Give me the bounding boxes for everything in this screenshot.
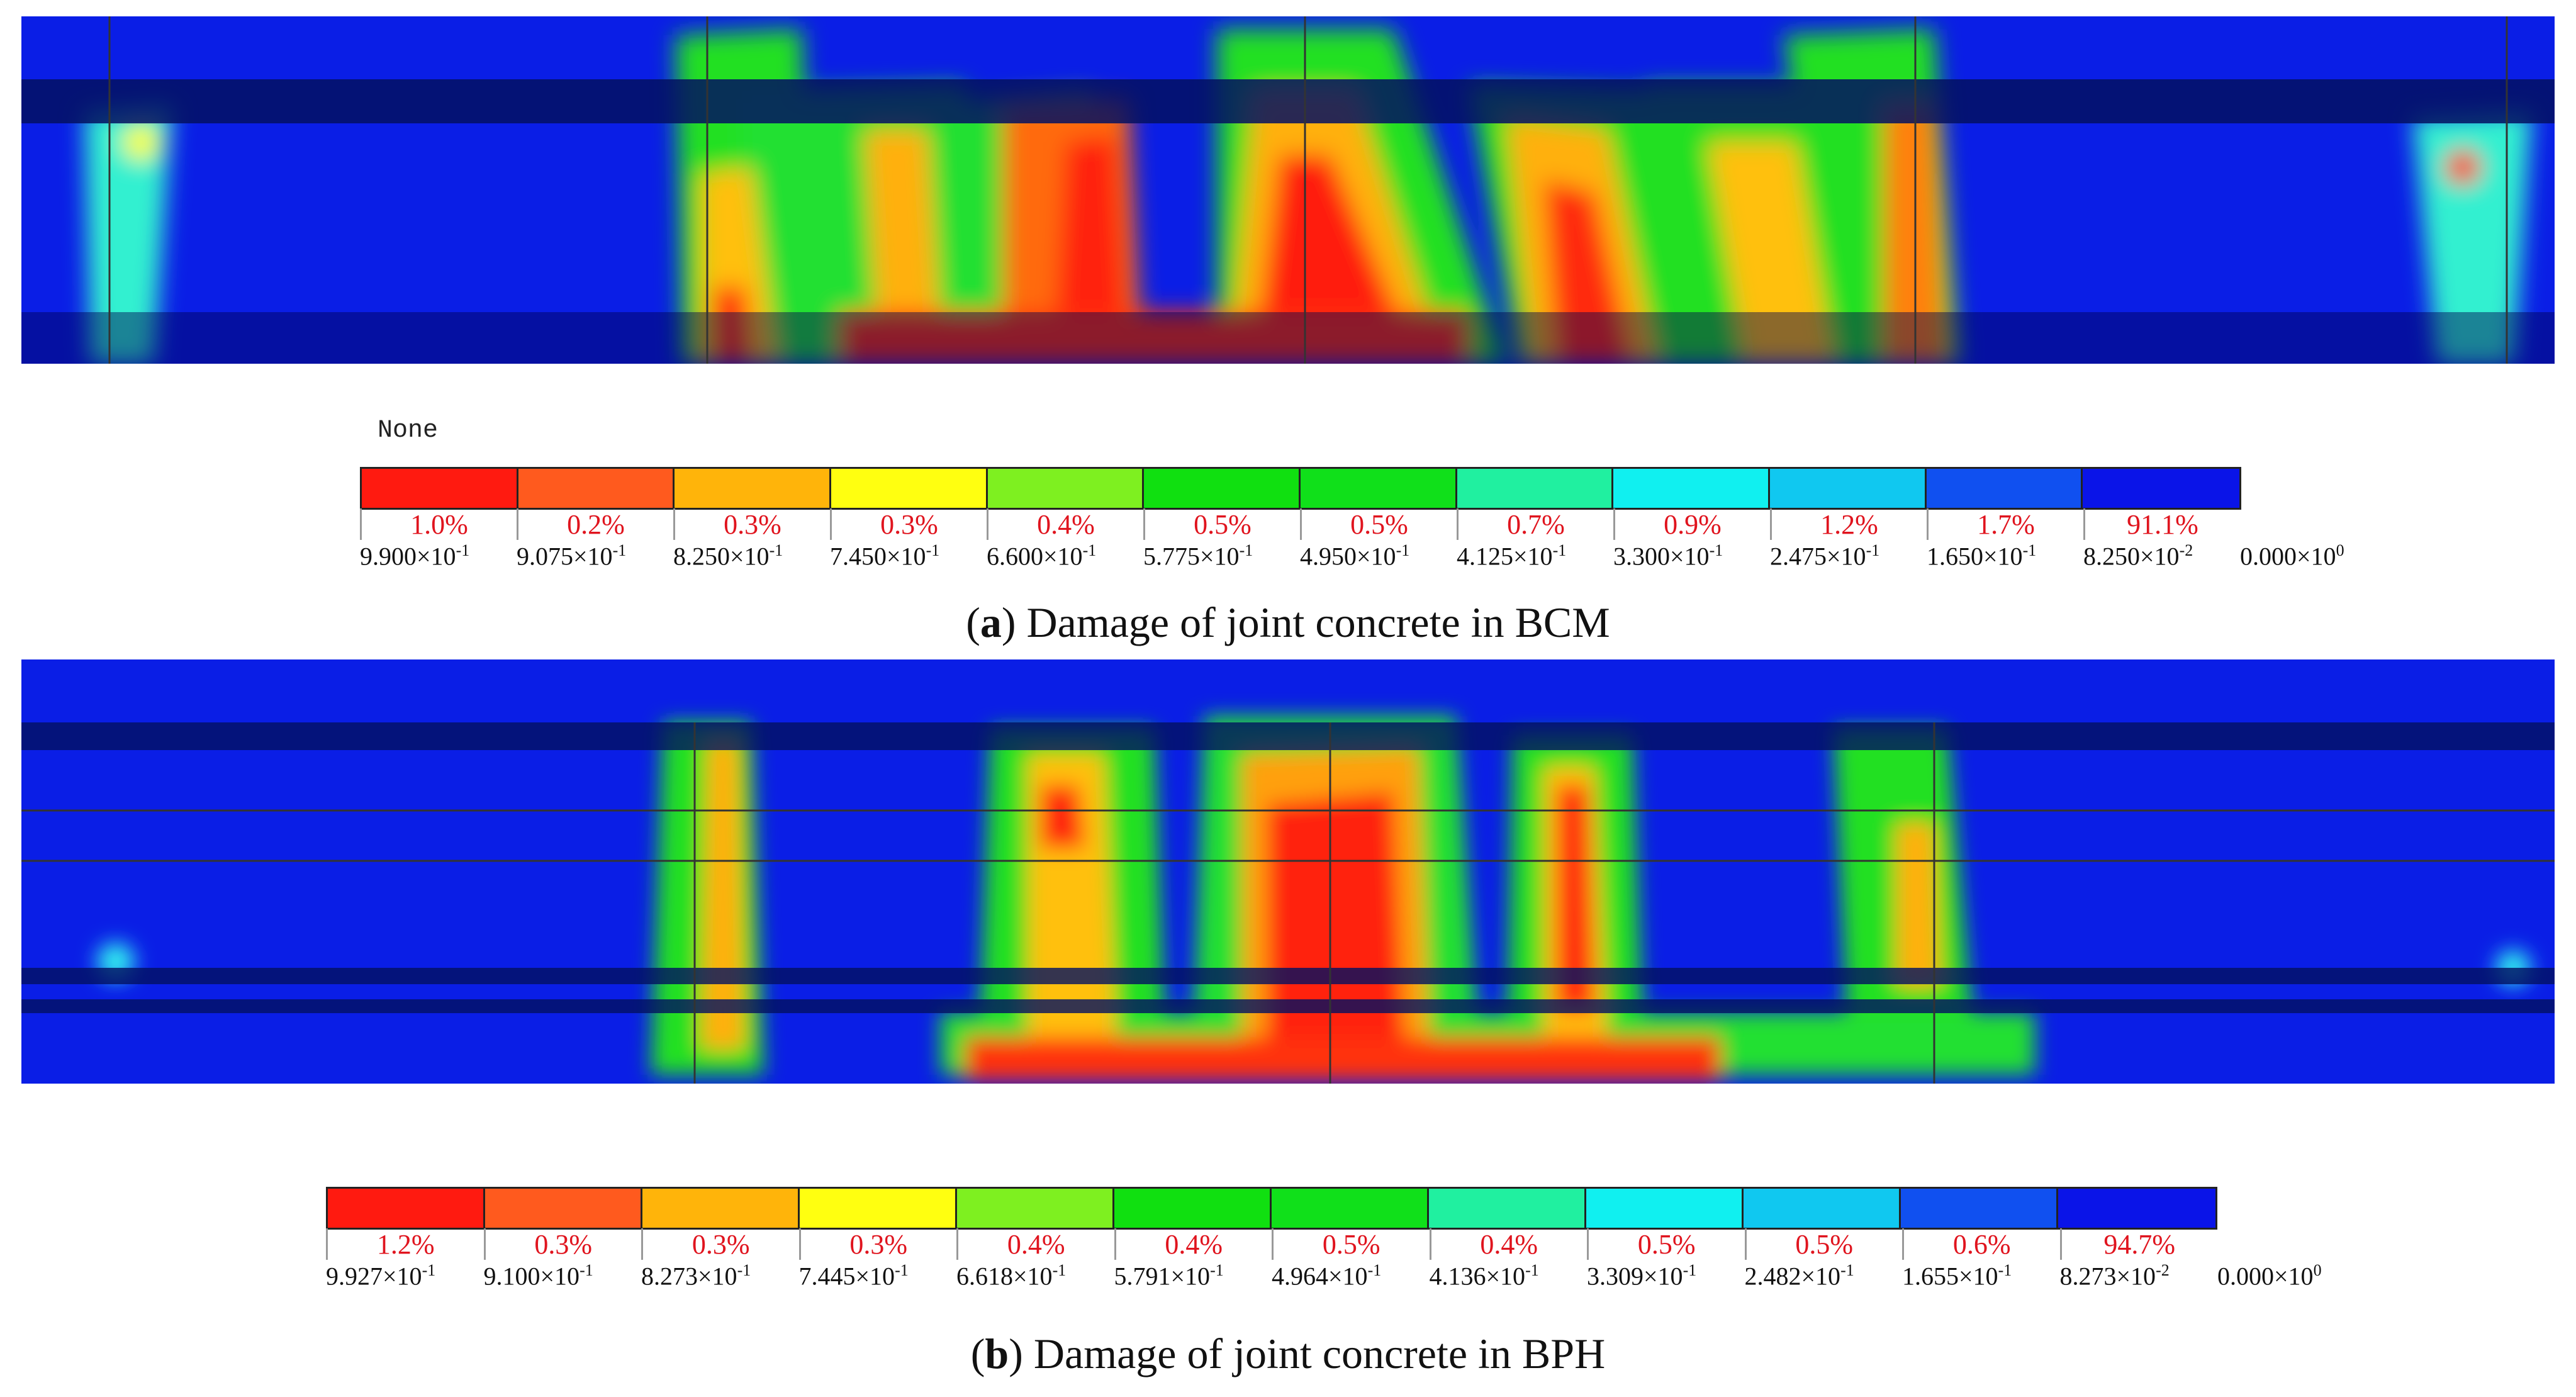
legend-values-bcm: 9.900×10-1 9.075×10-1 8.250×10-1 7.450×10-1… — [360, 541, 2550, 573]
legend-percent: 0.3% — [830, 508, 987, 540]
legend-value: 0.000×100 — [2240, 541, 2344, 571]
contour-plot-bph — [21, 659, 2555, 1084]
legend-value: 3.309×10-1 — [1587, 1261, 1697, 1291]
legend-values-bph: 9.927×10-1 9.100×10-1 8.273×10-1 7.445×10-1… — [326, 1261, 2566, 1293]
legend-swatch — [1429, 1189, 1586, 1228]
legend-swatch — [1613, 469, 1771, 508]
legend-value: 9.075×10-1 — [517, 541, 627, 571]
legend-swatch — [1770, 469, 1927, 508]
legend-swatch — [1272, 1189, 1429, 1228]
legend-value: 7.445×10-1 — [798, 1261, 909, 1291]
legend-percent: 0.3% — [673, 508, 830, 540]
legend-value: 6.600×10-1 — [987, 541, 1097, 571]
legend-value: 8.250×10-2 — [2083, 541, 2193, 571]
legend-percents-bph: 1.2% 0.3% 0.3% 0.3% 0.4% 0.4% 0.5% 0.4% 0.5% 0.5%… — [326, 1228, 2217, 1260]
none-label: None — [378, 417, 439, 445]
legend-swatch — [1457, 469, 1614, 508]
legend-percent: 0.2% — [517, 508, 673, 540]
legend-percent: 0.4% — [956, 1228, 1114, 1260]
legend-value: 8.250×10-1 — [673, 541, 783, 571]
legend-percent: 0.3% — [641, 1228, 799, 1260]
legend-percent: 1.7% — [1927, 508, 2083, 540]
legend-value: 9.100×10-1 — [483, 1261, 593, 1291]
legend-swatch — [2083, 469, 2240, 508]
legend-value: 8.273×10-2 — [2059, 1261, 2170, 1291]
legend-percent: 0.4% — [1429, 1228, 1588, 1260]
legend-value: 0.000×100 — [2217, 1261, 2322, 1291]
legend-swatch — [1744, 1189, 1901, 1228]
legend-swatch — [1144, 469, 1301, 508]
legend-swatches-bcm — [360, 467, 2241, 510]
legend-swatch — [831, 469, 988, 508]
legend-swatch — [1586, 1189, 1744, 1228]
legend-value: 4.125×10-1 — [1457, 541, 1567, 571]
legend-value: 3.300×10-1 — [1613, 541, 1723, 571]
legend-swatch — [675, 469, 832, 508]
legend-value: 2.475×10-1 — [1770, 541, 1880, 571]
legend-value: 4.964×10-1 — [1272, 1261, 1382, 1291]
contour-bph-svg — [21, 659, 2555, 1084]
legend-percent: 0.9% — [1613, 508, 1770, 540]
legend-swatch — [1114, 1189, 1272, 1228]
legend-value: 9.900×10-1 — [360, 541, 470, 571]
legend-value: 9.927×10-1 — [326, 1261, 436, 1291]
legend-value: 6.618×10-1 — [956, 1261, 1067, 1291]
legend-percent: 0.5% — [1300, 508, 1457, 540]
legend-percent: 1.0% — [360, 508, 517, 540]
legend-percent: 0.3% — [798, 1228, 957, 1260]
legend-percent: 0.5% — [1744, 1228, 1903, 1260]
contour-bcm-svg — [21, 16, 2555, 364]
legend-bcm: 1.0% 0.2% 0.3% 0.3% 0.4% 0.5% 0.5% 0.7% 0.9% 1.2%… — [360, 467, 2550, 570]
legend-swatch — [987, 469, 1145, 508]
legend-swatch — [800, 1189, 957, 1228]
legend-swatches-bph — [326, 1187, 2217, 1230]
legend-value: 4.136×10-1 — [1429, 1261, 1539, 1291]
legend-percent: 0.7% — [1457, 508, 1613, 540]
legend-swatch — [518, 469, 675, 508]
legend-bph: 1.2% 0.3% 0.3% 0.3% 0.4% 0.4% 0.5% 0.4% 0.5% 0.5%… — [326, 1187, 2566, 1290]
legend-value: 8.273×10-1 — [641, 1261, 751, 1291]
legend-swatch — [642, 1189, 800, 1228]
legend-value: 2.482×10-1 — [1744, 1261, 1854, 1291]
legend-percent: 91.1% — [2083, 508, 2240, 540]
legend-percent: 0.5% — [1143, 508, 1300, 540]
legend-swatch — [1901, 1189, 2058, 1228]
legend-percent: 0.4% — [987, 508, 1143, 540]
legend-swatch — [485, 1189, 642, 1228]
legend-percent: 0.6% — [1902, 1228, 2060, 1260]
caption-bcm: (a) Damage of joint concrete in BCM — [966, 598, 1610, 646]
legend-swatch — [957, 1189, 1114, 1228]
legend-swatch — [1301, 469, 1457, 508]
legend-value: 5.791×10-1 — [1114, 1261, 1224, 1291]
legend-value: 1.655×10-1 — [1902, 1261, 2012, 1291]
legend-value: 4.950×10-1 — [1300, 541, 1410, 571]
legend-percent: 94.7% — [2059, 1228, 2218, 1260]
legend-percent: 0.5% — [1587, 1228, 1745, 1260]
legend-value: 1.650×10-1 — [1927, 541, 2037, 571]
legend-percent: 0.3% — [483, 1228, 642, 1260]
legend-percent: 0.4% — [1114, 1228, 1272, 1260]
legend-percent: 0.5% — [1272, 1228, 1430, 1260]
legend-swatch — [2058, 1189, 2215, 1228]
legend-swatch — [362, 469, 518, 508]
caption-bph: (b) Damage of joint concrete in BPH — [970, 1330, 1606, 1377]
legend-percent: 1.2% — [326, 1228, 484, 1260]
legend-swatch — [1926, 469, 2083, 508]
legend-value: 5.775×10-1 — [1143, 541, 1253, 571]
legend-percents-bcm: 1.0% 0.2% 0.3% 0.3% 0.4% 0.5% 0.5% 0.7% 0.9% 1.2%… — [360, 508, 2241, 540]
legend-value: 7.450×10-1 — [830, 541, 940, 571]
contour-plot-bcm — [21, 16, 2555, 364]
legend-percent: 1.2% — [1770, 508, 1927, 540]
legend-swatch — [328, 1189, 485, 1228]
